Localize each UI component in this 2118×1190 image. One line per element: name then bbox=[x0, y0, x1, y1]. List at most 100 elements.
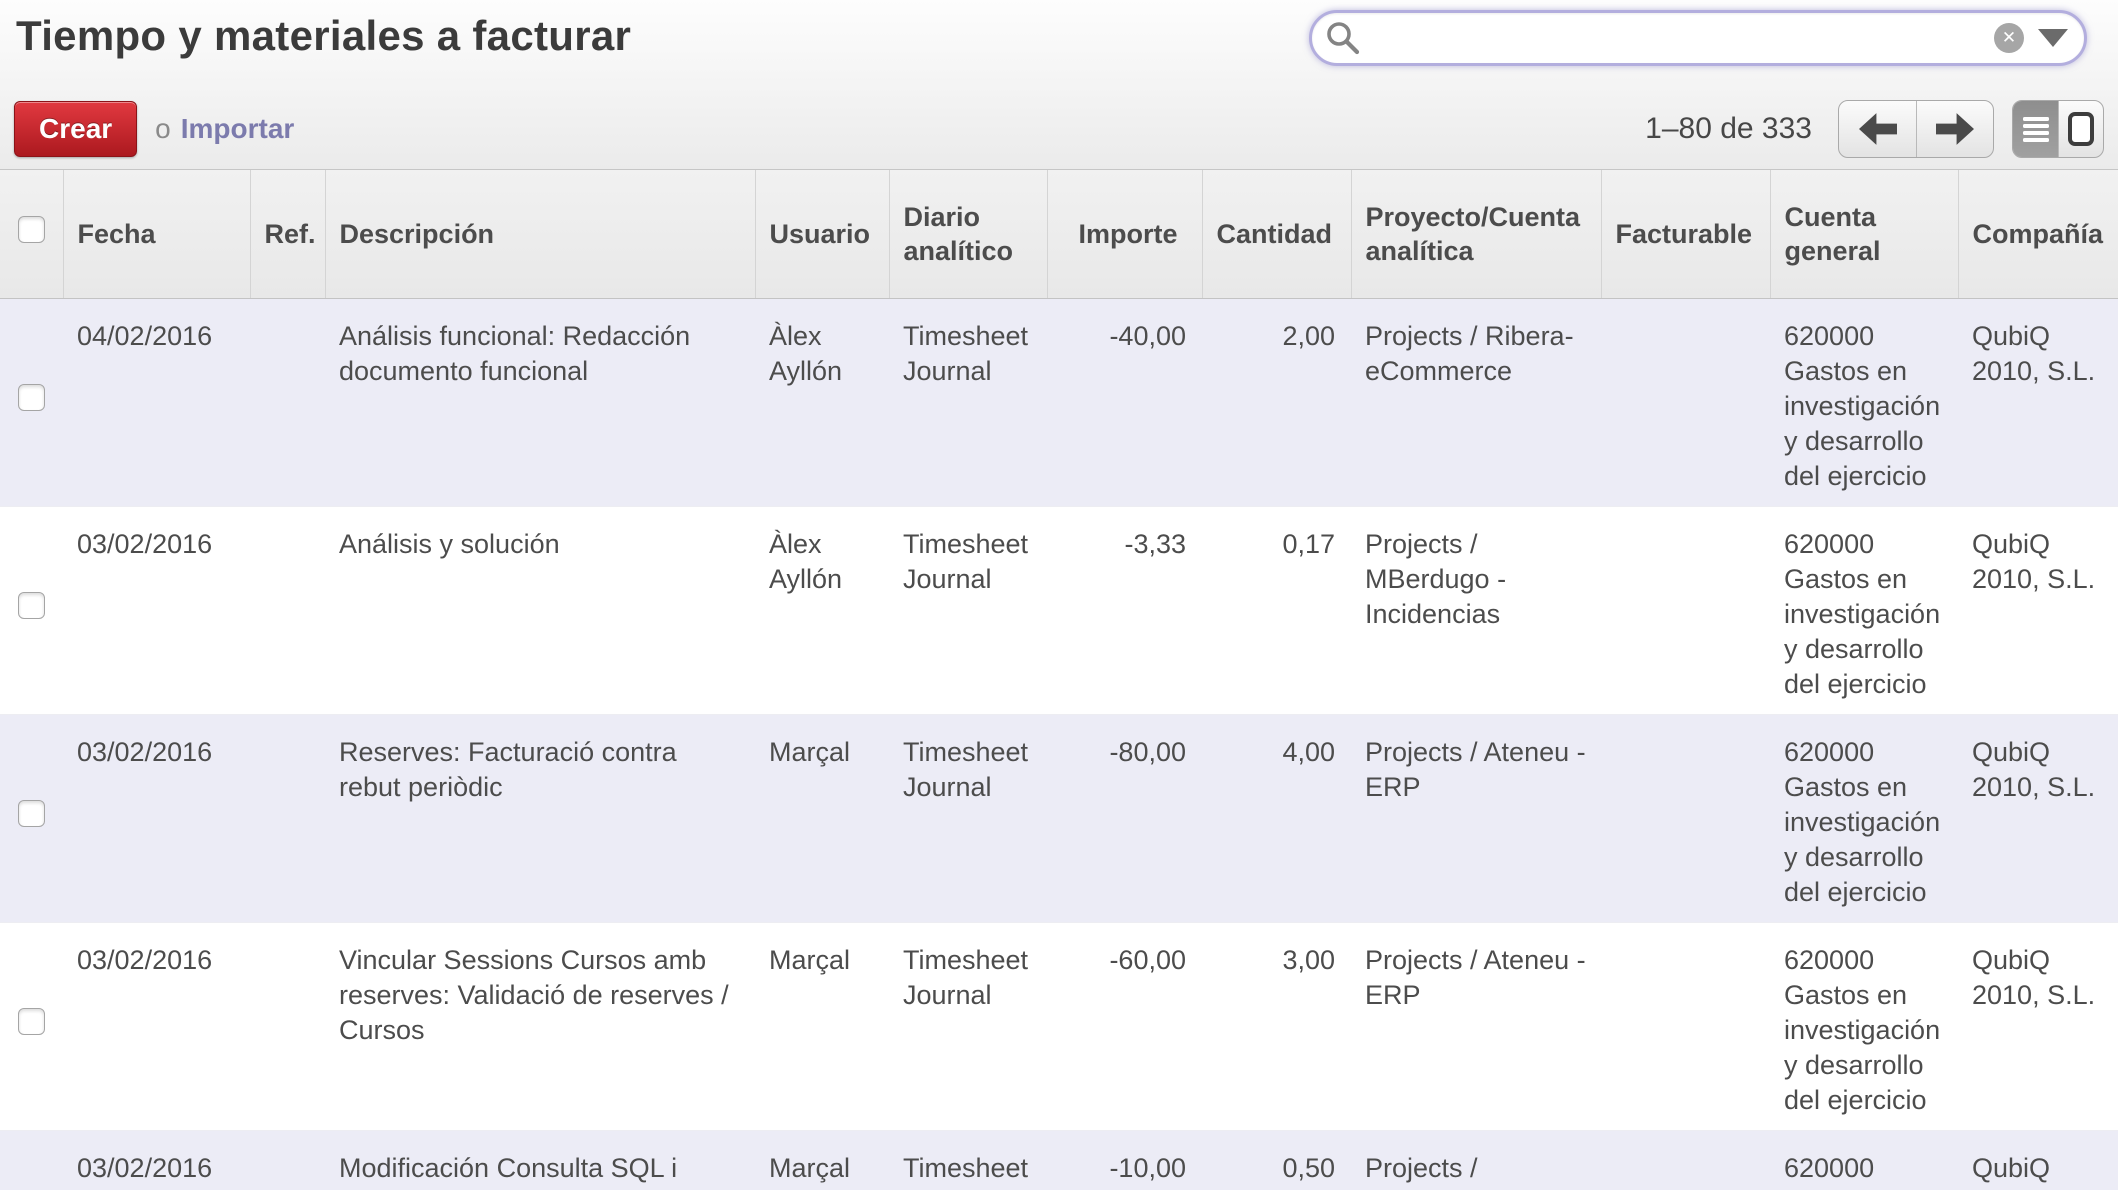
select-all-checkbox[interactable] bbox=[17, 216, 45, 244]
next-page-button[interactable] bbox=[1916, 101, 1993, 157]
col-header-diario[interactable]: Diario analítico bbox=[889, 170, 1048, 299]
col-header-descripcion[interactable]: Descripción bbox=[325, 170, 756, 299]
col-header-usuario[interactable]: Usuario bbox=[755, 170, 890, 299]
cell-importe[interactable]: -40,00 bbox=[1109, 320, 1186, 351]
col-header-ref[interactable]: Ref. bbox=[250, 170, 326, 299]
cell-diario[interactable]: Timesheet Journal bbox=[903, 944, 1029, 1010]
top-bar: Tiempo y materiales a facturar ✕ Crear o… bbox=[0, 0, 2118, 170]
cell-diario[interactable]: Timesheet Journal bbox=[903, 1152, 1029, 1190]
col-header-cantidad[interactable]: Cantidad bbox=[1202, 170, 1352, 299]
cell-usuario[interactable]: Àlex Ayllón bbox=[769, 528, 843, 594]
cell-usuario[interactable]: Àlex Ayllón bbox=[769, 320, 843, 386]
form-view-button[interactable] bbox=[2058, 101, 2103, 157]
cell-proyecto[interactable]: Projects / Ribera-eCommerce bbox=[1365, 320, 1574, 386]
list-view-button[interactable] bbox=[2013, 101, 2058, 157]
list-view-icon bbox=[2022, 117, 2049, 142]
cell-diario[interactable]: Timesheet Journal bbox=[903, 320, 1029, 386]
table-row[interactable]: 03/02/2016 Reserves: Facturació contra r… bbox=[0, 714, 2118, 922]
cell-ref[interactable] bbox=[250, 506, 325, 714]
create-button[interactable]: Crear bbox=[14, 101, 138, 157]
cell-cuenta[interactable]: 620000 Gastos en investigación y desarro… bbox=[1784, 1152, 1907, 1190]
cell-diario[interactable]: Timesheet Journal bbox=[903, 528, 1029, 594]
arrow-right-icon bbox=[1936, 113, 1974, 145]
row-checkbox[interactable] bbox=[18, 592, 45, 619]
form-view-icon bbox=[2068, 112, 2094, 146]
cell-compania[interactable]: QubiQ 2010, S.L. bbox=[1972, 944, 2096, 1010]
cell-fecha[interactable]: 03/02/2016 bbox=[77, 736, 213, 767]
cell-cantidad[interactable]: 0,17 bbox=[1282, 528, 1335, 559]
search-input[interactable] bbox=[1372, 22, 1994, 54]
row-select-cell bbox=[0, 714, 63, 922]
cell-proyecto[interactable]: Projects / Ateneu - ERP bbox=[1365, 736, 1586, 802]
cell-compania[interactable]: QubiQ 2010, S.L. bbox=[1972, 736, 2096, 802]
cell-cantidad[interactable]: 4,00 bbox=[1282, 736, 1335, 767]
cell-importe[interactable]: -3,33 bbox=[1124, 528, 1186, 559]
cell-fecha[interactable]: 03/02/2016 bbox=[77, 1152, 213, 1183]
cell-usuario[interactable]: Marçal bbox=[769, 1152, 851, 1183]
prev-page-button[interactable] bbox=[1839, 101, 1916, 157]
search-dropdown-icon[interactable] bbox=[2038, 29, 2068, 47]
cell-fecha[interactable]: 03/02/2016 bbox=[77, 528, 213, 559]
table-row[interactable]: 03/02/2016 Modificación Consulta SQL i p… bbox=[0, 1130, 2118, 1190]
cell-cuenta[interactable]: 620000 Gastos en investigación y desarro… bbox=[1784, 528, 1941, 699]
arrow-left-icon bbox=[1858, 113, 1897, 145]
cell-cantidad[interactable]: 3,00 bbox=[1282, 944, 1335, 975]
cell-ref[interactable] bbox=[250, 1130, 325, 1190]
cell-compania[interactable]: QubiQ 2010, S.L. bbox=[1972, 320, 2096, 386]
col-header-cuenta[interactable]: Cuenta general bbox=[1770, 170, 1959, 299]
cell-proyecto[interactable]: Projects / Ateneu - ERP bbox=[1365, 944, 1586, 1010]
cell-descripcion[interactable]: Reserves: Facturació contra rebut periòd… bbox=[339, 736, 677, 802]
cell-usuario[interactable]: Marçal bbox=[769, 736, 851, 767]
table-row[interactable]: 03/02/2016 Vincular Sessions Cursos amb … bbox=[0, 922, 2118, 1130]
col-header-compania[interactable]: Compañía bbox=[1958, 170, 2118, 299]
row-select-cell bbox=[0, 922, 63, 1130]
cell-cuenta[interactable]: 620000 Gastos en investigación y desarro… bbox=[1784, 320, 1941, 491]
table-header: Fecha Ref. Descripción Usuario Diario an… bbox=[0, 170, 2118, 299]
row-checkbox[interactable] bbox=[18, 800, 45, 827]
clear-search-icon[interactable]: ✕ bbox=[1994, 23, 2024, 53]
row-select-cell bbox=[0, 298, 63, 506]
cell-descripcion[interactable]: Análisis y solución bbox=[339, 528, 560, 559]
cell-importe[interactable]: -80,00 bbox=[1109, 736, 1186, 767]
col-header-facturable[interactable]: Facturable bbox=[1601, 170, 1771, 299]
col-header-proyecto[interactable]: Proyecto/Cuenta analítica bbox=[1351, 170, 1602, 299]
cell-fecha[interactable]: 03/02/2016 bbox=[77, 944, 213, 975]
cell-compania[interactable]: QubiQ 2010, S.L. bbox=[1972, 1152, 2095, 1190]
cell-importe[interactable]: -10,00 bbox=[1109, 1152, 1186, 1183]
cell-facturable[interactable] bbox=[1601, 506, 1770, 714]
cell-proyecto[interactable]: Projects / MBerdugo - Incidencias bbox=[1365, 1152, 1506, 1190]
cell-diario[interactable]: Timesheet Journal bbox=[903, 736, 1029, 802]
toolbar: Crear o Importar 1–80 de 333 bbox=[0, 96, 2118, 162]
cell-cuenta[interactable]: 620000 Gastos en investigación y desarro… bbox=[1784, 736, 1941, 907]
row-checkbox[interactable] bbox=[18, 1008, 45, 1035]
cell-ref[interactable] bbox=[250, 298, 325, 506]
cell-usuario[interactable]: Marçal bbox=[769, 944, 851, 975]
row-checkbox[interactable] bbox=[18, 384, 45, 411]
col-header-fecha[interactable]: Fecha bbox=[63, 170, 251, 299]
cell-compania[interactable]: QubiQ 2010, S.L. bbox=[1972, 528, 2096, 594]
cell-descripcion[interactable]: Vincular Sessions Cursos amb reserves: V… bbox=[339, 944, 729, 1045]
import-link[interactable]: Importar bbox=[180, 113, 295, 144]
cell-cuenta[interactable]: 620000 Gastos en investigación y desarro… bbox=[1784, 944, 1941, 1115]
cell-descripcion[interactable]: Modificación Consulta SQL i publicado en… bbox=[339, 1152, 678, 1190]
row-select-cell bbox=[0, 1130, 63, 1190]
select-all-cell bbox=[0, 170, 64, 299]
table-row[interactable]: 04/02/2016 Análisis funcional: Redacción… bbox=[0, 298, 2118, 506]
cell-importe[interactable]: -60,00 bbox=[1109, 944, 1186, 975]
cell-ref[interactable] bbox=[250, 714, 325, 922]
col-header-importe[interactable]: Importe bbox=[1047, 170, 1203, 299]
cell-cantidad[interactable]: 2,00 bbox=[1282, 320, 1335, 351]
table-row[interactable]: 03/02/2016 Análisis y solución Àlex Ayll… bbox=[0, 506, 2118, 714]
cell-facturable[interactable] bbox=[1601, 714, 1770, 922]
search-box[interactable]: ✕ bbox=[1309, 10, 2087, 66]
cell-descripcion[interactable]: Análisis funcional: Redacción documento … bbox=[339, 320, 691, 386]
cell-proyecto[interactable]: Projects / MBerdugo - Incidencias bbox=[1365, 528, 1507, 629]
cell-facturable[interactable] bbox=[1601, 922, 1770, 1130]
row-select-cell bbox=[0, 506, 63, 714]
cell-facturable[interactable] bbox=[1601, 1130, 1770, 1190]
cell-ref[interactable] bbox=[250, 922, 325, 1130]
cell-cantidad[interactable]: 0,50 bbox=[1282, 1152, 1335, 1183]
pager-buttons bbox=[1838, 100, 1994, 158]
cell-facturable[interactable] bbox=[1601, 298, 1770, 506]
cell-fecha[interactable]: 04/02/2016 bbox=[77, 320, 213, 351]
